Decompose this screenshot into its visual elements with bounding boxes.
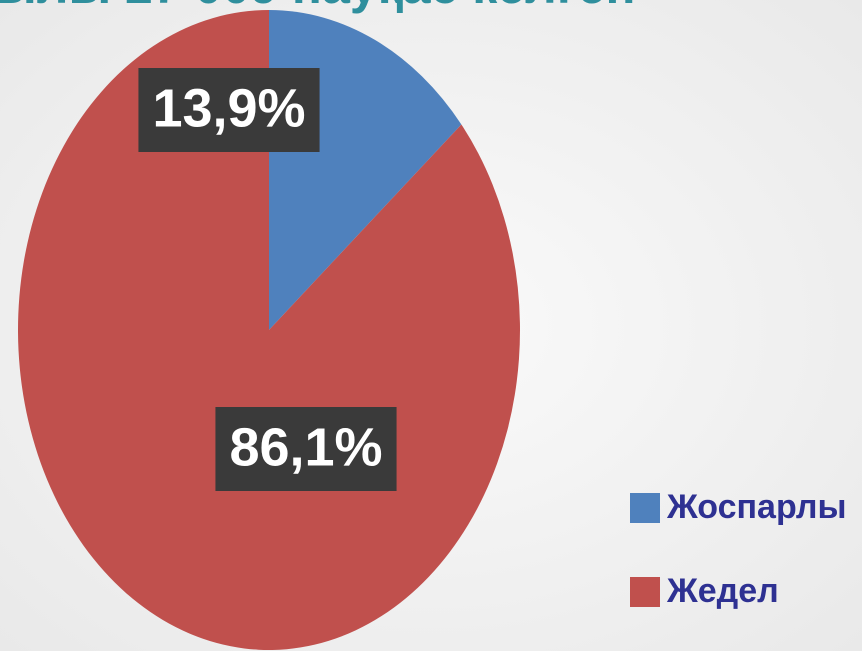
data-label-text: 13,9% — [152, 78, 305, 138]
data-labels: 13,9% 86,1% — [138, 68, 397, 491]
legend-label: Жоспарлы — [666, 488, 847, 526]
data-label-text: 86,1% — [229, 417, 382, 477]
data-label-box — [138, 68, 320, 152]
legend-swatch — [630, 577, 660, 607]
data-label: 86,1% — [215, 407, 397, 491]
legend-swatch — [630, 493, 660, 523]
legend-label: Жедел — [666, 572, 779, 610]
legend: Жоспарлы Жедел — [630, 488, 847, 610]
data-label-box — [215, 407, 397, 491]
chart-title: ылы 27 009 науқас келген — [0, 0, 636, 14]
data-label: 13,9% — [138, 68, 320, 152]
